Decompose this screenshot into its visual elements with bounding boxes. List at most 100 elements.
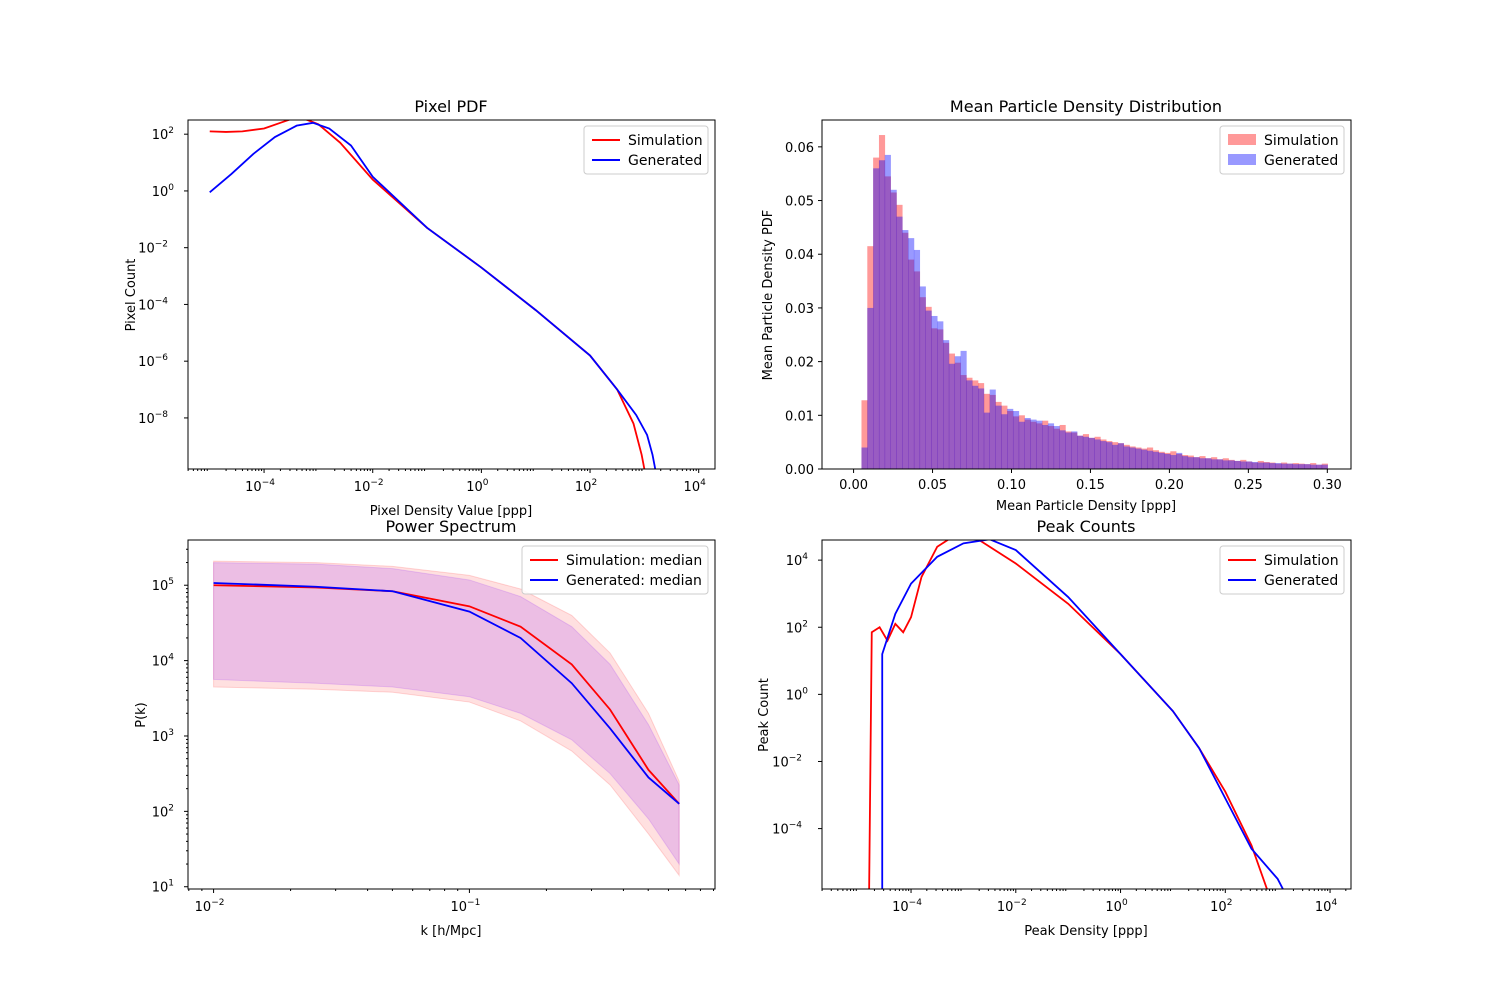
legend-label: Generated [1264, 573, 1338, 589]
histogram-bar-generated [1053, 426, 1060, 469]
histogram-bar-generated [1117, 443, 1124, 469]
histogram-bar-generated [1205, 458, 1212, 469]
histogram-bar-simulation [972, 380, 979, 469]
plot-area [209, 120, 657, 469]
histogram-bar-generated [995, 405, 1002, 469]
histogram-bar-generated [1281, 463, 1288, 469]
x-tick-exponent: 2 [591, 478, 597, 488]
y-tick-exponent: 0 [802, 686, 808, 696]
histogram-bar-generated [1275, 463, 1282, 469]
histogram-bar-generated [983, 412, 990, 469]
legend-label: Generated [1264, 153, 1338, 169]
histogram-bar-simulation [966, 377, 973, 469]
histogram-bar-generated [1269, 463, 1276, 469]
series-line-generated [209, 121, 657, 469]
histogram-bar-simulation [1240, 459, 1247, 469]
histogram-bar-generated [1228, 460, 1235, 469]
histogram-bar-generated [1222, 460, 1229, 469]
histogram-bar-simulation [1275, 463, 1282, 469]
histogram-bar-generated [1088, 437, 1095, 469]
histogram-bar-simulation [908, 259, 915, 469]
histogram-bar-simulation [931, 328, 938, 469]
x-tick-exponent: −2 [1013, 898, 1026, 908]
chart-pixel-pdf-title: Pixel PDF [414, 97, 487, 116]
y-tick-label: 0.00 [785, 463, 814, 478]
histogram-bar-generated [1024, 417, 1031, 469]
histogram-bar-simulation [1018, 415, 1025, 469]
histogram-bar-simulation [1071, 432, 1078, 469]
histogram-bar-simulation [983, 393, 990, 469]
legend-label: Simulation: median [566, 553, 702, 569]
y-tick-exponent: 2 [168, 126, 174, 136]
plot-area [868, 540, 1284, 889]
chart-mean-density-legend: Simulation Generated [1219, 125, 1345, 175]
histogram-bar-simulation [913, 271, 921, 469]
histogram-bar-simulation [1053, 428, 1060, 469]
chart-pixel-pdf: 10−4 10−2 100 102 10410−810−610−410−2100102 … [124, 97, 716, 519]
y-tick-label: 0.04 [785, 248, 814, 263]
histogram-bar-simulation [1158, 451, 1165, 469]
histogram-bar-simulation [1315, 464, 1323, 469]
histogram-bar-generated [1030, 419, 1037, 469]
legend-swatch [1228, 154, 1256, 165]
histogram-bar-generated [1310, 464, 1317, 469]
histogram-bar-simulation [1088, 437, 1095, 469]
histogram-bar-simulation [1001, 405, 1008, 469]
histogram-bar-generated [1135, 448, 1142, 469]
histogram-bar-simulation [1146, 447, 1154, 469]
legend-swatch [1228, 134, 1256, 145]
histogram-bar-simulation [919, 297, 926, 469]
histogram-bar-generated [861, 447, 868, 469]
y-tick-label: 0.02 [785, 356, 814, 371]
histogram-bar-generated [1007, 408, 1014, 469]
histogram-bar-generated [1112, 444, 1119, 469]
legend-box [1219, 545, 1345, 595]
y-tick-exponent: −2 [155, 240, 168, 250]
histogram-bar-simulation [1129, 446, 1136, 469]
histogram-bar-generated [1292, 464, 1299, 469]
histogram-bar-simulation [989, 394, 996, 469]
chart-pixel-pdf-marks [209, 120, 657, 469]
legend-box [1219, 125, 1345, 175]
histogram-bar-generated [896, 216, 903, 469]
histogram-bar-simulation [1286, 463, 1293, 469]
y-tick-exponent: 1 [168, 879, 174, 889]
histogram-bar-simulation [1205, 458, 1212, 469]
histogram-bar-simulation [948, 353, 956, 469]
x-tick-exponent: −1 [467, 898, 480, 908]
histogram-bar-simulation [1152, 450, 1159, 469]
x-tick-exponent: 4 [1331, 898, 1337, 908]
legend-label: Generated [628, 153, 702, 169]
histogram-bar-generated [1263, 462, 1270, 469]
y-tick-exponent: −8 [155, 410, 169, 420]
x-tick-label: 0.15 [1076, 478, 1105, 493]
histogram-bar-generated [1059, 430, 1066, 469]
x-tick-label: 0.30 [1313, 478, 1342, 493]
histogram-bar-generated [902, 230, 909, 469]
histogram-bar-simulation [1234, 460, 1241, 469]
histogram-bar-generated [1199, 458, 1206, 469]
chart-mean-density-xlabel: Mean Particle Density [ppp] [996, 499, 1176, 514]
chart-peak-counts-xlabel: Peak Density [ppp] [1024, 924, 1147, 939]
histogram-bar-simulation [1211, 457, 1218, 469]
histogram-bar-generated [989, 389, 996, 469]
legend-label: Generated: median [566, 573, 702, 589]
y-tick-label: 0.05 [785, 195, 814, 210]
histogram-bar-generated [1094, 439, 1101, 469]
histogram-bar-simulation [1193, 457, 1200, 469]
chart-pixel-pdf-ylabel: Pixel Count [124, 259, 139, 332]
histogram-bar-generated [1012, 411, 1020, 469]
histogram-bar-generated [1077, 435, 1084, 469]
histogram-bar-simulation [960, 375, 967, 469]
histogram-bar-generated [931, 315, 938, 469]
histogram-bar-generated [867, 307, 874, 469]
y-tick-exponent: −2 [789, 753, 802, 763]
histogram-bar-simulation [1100, 439, 1107, 469]
histogram-bar-generated [1193, 457, 1200, 469]
y-tick-label: 0.01 [785, 409, 814, 424]
histogram-bar-simulation [1047, 426, 1055, 469]
histogram-bar-generated [1123, 446, 1130, 469]
